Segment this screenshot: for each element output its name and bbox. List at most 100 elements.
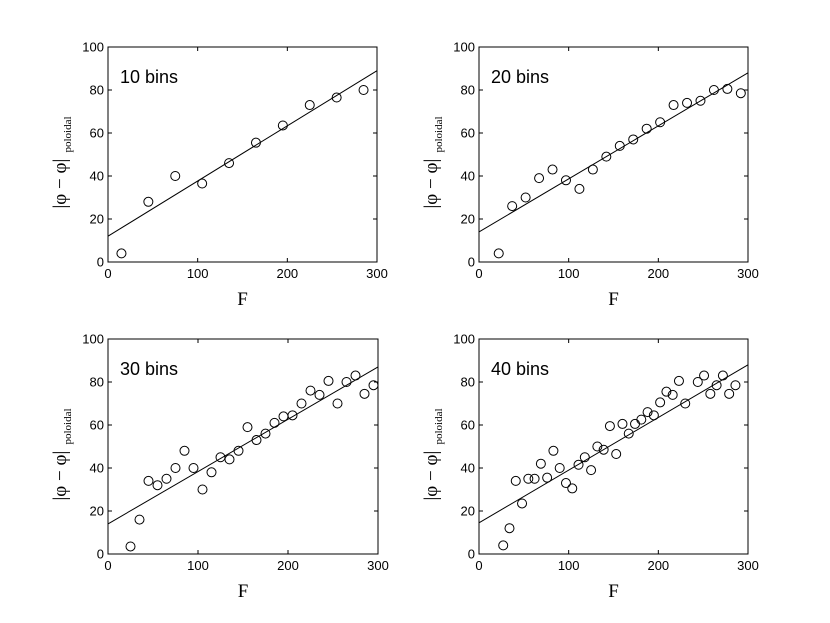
y-axis-label-subscript: poloidal	[62, 116, 74, 152]
data-point	[692, 377, 703, 387]
data-point	[642, 407, 653, 418]
data-point	[560, 175, 571, 186]
data-point	[197, 484, 208, 495]
data-point	[224, 158, 235, 169]
data-point	[143, 475, 154, 486]
data-point	[587, 164, 598, 175]
y-axis-label-main: |φ − φ|	[50, 159, 71, 209]
y-axis-label: |φ − φ| poloidal	[50, 116, 74, 208]
data-point	[517, 498, 528, 509]
y-tick-label: 40	[90, 461, 104, 476]
data-point	[601, 151, 612, 162]
data-point	[170, 171, 181, 181]
y-tick-label: 60	[461, 126, 475, 141]
x-tick-label: 0	[104, 266, 111, 281]
x-axis-label: F	[608, 289, 619, 310]
x-axis-label: F	[238, 581, 249, 602]
data-point	[116, 248, 127, 259]
x-axis-label: F	[608, 581, 619, 602]
y-tick-label: 100	[453, 332, 475, 347]
data-point	[604, 421, 615, 432]
data-point	[574, 183, 585, 194]
data-point	[708, 85, 719, 95]
panel-annotation: 20 bins	[491, 67, 549, 87]
data-point	[368, 380, 379, 391]
data-point	[224, 454, 235, 465]
data-point	[735, 88, 746, 99]
data-point	[278, 411, 289, 422]
data-point	[623, 428, 634, 439]
y-tick-label: 20	[461, 212, 475, 227]
data-point	[242, 422, 253, 433]
y-tick-label: 60	[461, 418, 475, 433]
y-tick-label: 60	[90, 126, 104, 141]
x-tick-label: 200	[277, 558, 299, 573]
y-axis-label-main: |φ − φ|	[421, 159, 442, 209]
data-point	[717, 370, 728, 381]
y-tick-label: 100	[453, 40, 475, 55]
data-point	[305, 385, 316, 396]
data-point	[197, 178, 208, 189]
data-point	[529, 473, 540, 484]
data-point	[655, 117, 666, 128]
data-point	[493, 248, 504, 259]
y-tick-label: 40	[461, 461, 475, 476]
data-point	[287, 410, 298, 421]
data-point	[170, 463, 181, 473]
y-tick-label: 60	[90, 418, 104, 433]
data-point	[548, 445, 559, 456]
data-point	[682, 97, 693, 108]
fit-line	[478, 72, 749, 233]
data-point	[251, 435, 262, 446]
data-point	[573, 459, 584, 470]
data-point	[358, 85, 369, 95]
y-tick-label: 0	[468, 255, 475, 270]
x-tick-label: 200	[276, 266, 298, 281]
panel-annotation: 10 bins	[120, 67, 178, 87]
x-tick-label: 100	[558, 558, 580, 573]
y-axis-label-main: |φ − φ|	[421, 451, 442, 501]
data-point	[523, 473, 534, 484]
data-point	[655, 397, 666, 408]
y-tick-label: 0	[468, 547, 475, 562]
data-point	[711, 380, 722, 391]
data-point	[510, 475, 521, 486]
data-point	[724, 388, 735, 399]
y-tick-label: 80	[90, 375, 104, 390]
data-point	[179, 445, 190, 456]
data-point	[206, 467, 217, 478]
fit-line	[107, 366, 379, 525]
y-axis-label-main: |φ − φ|	[50, 451, 71, 501]
data-point	[630, 418, 641, 429]
data-point	[554, 463, 565, 473]
data-point	[628, 134, 639, 145]
y-axis-label: |φ − φ| poloidal	[421, 116, 445, 208]
x-axis-label: F	[237, 289, 248, 310]
x-tick-label: 0	[475, 266, 482, 281]
data-point	[611, 449, 622, 460]
data-point	[730, 380, 741, 391]
y-tick-label: 80	[90, 83, 104, 98]
data-point	[648, 410, 659, 421]
y-tick-label: 40	[90, 169, 104, 184]
x-tick-label: 300	[366, 266, 388, 281]
data-point	[542, 472, 553, 483]
data-point	[567, 483, 578, 494]
y-tick-label: 20	[90, 212, 104, 227]
panel-10-bins: 10 bins F |φ − φ| poloidal 0 100 200 300 0 20…	[50, 40, 388, 311]
data-point	[520, 192, 531, 203]
data-point	[188, 463, 199, 473]
y-axis-label: |φ − φ| poloidal	[421, 408, 445, 500]
data-point	[134, 514, 145, 525]
x-tick-label: 200	[647, 266, 669, 281]
x-tick-label: 300	[737, 558, 759, 573]
data-point	[359, 388, 370, 399]
data-point	[143, 196, 154, 207]
data-point	[579, 452, 590, 463]
y-tick-label: 80	[461, 83, 475, 98]
panel-annotation: 30 bins	[120, 359, 178, 379]
data-point	[598, 444, 609, 455]
data-point	[705, 388, 716, 399]
data-point	[699, 370, 710, 381]
